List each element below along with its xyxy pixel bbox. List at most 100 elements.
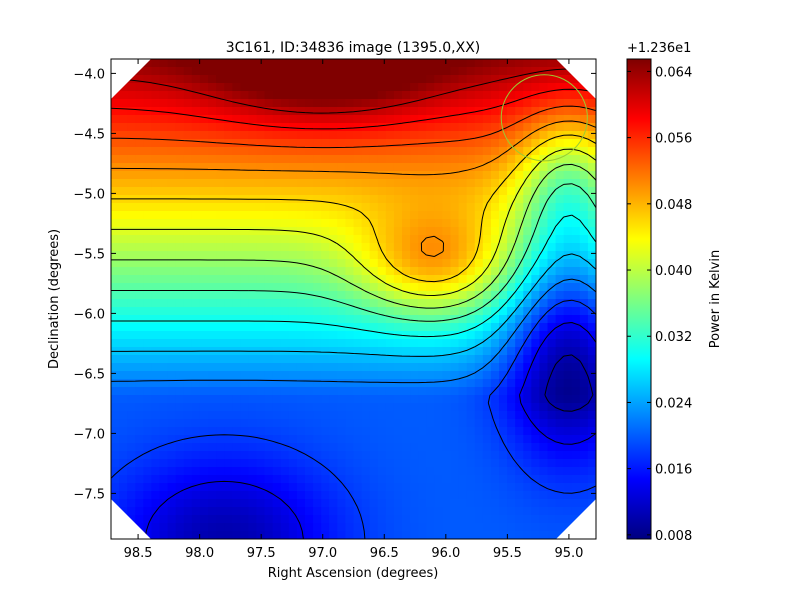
heatmap-cell [523, 523, 532, 532]
heatmap-cell [224, 203, 233, 212]
heatmap-cell [353, 155, 363, 164]
heatmap-cell [159, 179, 169, 188]
heatmap-cell [539, 515, 549, 524]
heatmap-cell [183, 131, 193, 140]
heatmap-cell [539, 179, 549, 188]
heatmap-cell [410, 323, 419, 332]
heatmap-cell [175, 443, 185, 452]
heatmap-cell [587, 179, 596, 188]
heatmap-cell [224, 123, 233, 132]
heatmap-cell [313, 483, 322, 492]
heatmap-cell [321, 123, 330, 132]
heatmap-cell [539, 331, 549, 340]
heatmap-cell [280, 131, 290, 140]
heatmap-cell [393, 67, 403, 76]
heatmap-cell [466, 523, 476, 532]
heatmap-cell [418, 267, 427, 276]
heatmap-cell [199, 179, 209, 188]
heatmap-cell [216, 99, 225, 108]
heatmap-cell [523, 163, 532, 172]
heatmap-cell [353, 427, 363, 436]
heatmap-cell [531, 419, 541, 428]
heatmap-cell [240, 115, 250, 124]
heatmap-cell [490, 531, 500, 539]
heatmap-cell [329, 419, 338, 428]
heatmap-cell [369, 147, 379, 156]
heatmap-cell [305, 67, 314, 76]
heatmap-cell [563, 227, 573, 236]
heatmap-cell [199, 459, 209, 468]
heatmap-cell [199, 467, 209, 476]
heatmap-cell [523, 435, 532, 444]
heatmap-cell [119, 427, 128, 436]
heatmap-cell [361, 83, 371, 92]
heatmap-cell [119, 491, 128, 500]
heatmap-cell [555, 411, 565, 420]
heatmap-cell [587, 147, 596, 156]
heatmap-cell [442, 75, 452, 84]
heatmap-cell [555, 211, 565, 220]
heatmap-cell [272, 387, 282, 396]
heatmap-cell [369, 499, 379, 508]
heatmap-cell [296, 403, 306, 412]
heatmap-cell [240, 355, 250, 364]
heatmap-cell [119, 147, 128, 156]
heatmap-cell [248, 235, 258, 244]
heatmap-cell [418, 59, 427, 68]
heatmap-cell [555, 275, 565, 284]
heatmap-cell [224, 211, 233, 220]
heatmap-cell [434, 395, 444, 404]
heatmap-cell [288, 299, 298, 308]
heatmap-cell [305, 251, 314, 260]
heatmap-cell [579, 123, 589, 132]
heatmap-cell [127, 99, 136, 108]
heatmap-cell [539, 355, 549, 364]
heatmap-cell [191, 427, 201, 436]
heatmap-cell [377, 107, 387, 116]
heatmap-cell [175, 299, 185, 308]
heatmap-cell [385, 355, 395, 364]
heatmap-cell [563, 187, 573, 196]
heatmap-cell [127, 299, 136, 308]
heatmap-cell [296, 227, 306, 236]
heatmap-cell [175, 451, 185, 460]
heatmap-cell [466, 195, 476, 204]
heatmap-cell [482, 139, 492, 148]
heatmap-cell [264, 131, 274, 140]
heatmap-cell [321, 459, 330, 468]
heatmap-cell [272, 523, 282, 532]
heatmap-cell [369, 491, 379, 500]
heatmap-cell [531, 331, 541, 340]
heatmap-cell [159, 523, 169, 532]
heatmap-cell [507, 107, 516, 116]
heatmap-cell [531, 179, 541, 188]
heatmap-cell [167, 499, 177, 508]
heatmap-cell [353, 75, 363, 84]
heatmap-cell [539, 371, 549, 380]
heatmap-cell [167, 523, 177, 532]
heatmap-cell [466, 355, 476, 364]
heatmap-cell [482, 179, 492, 188]
heatmap-cell [410, 163, 419, 172]
heatmap-cell [288, 531, 298, 539]
heatmap-cell [385, 251, 395, 260]
heatmap-cell [264, 379, 274, 388]
heatmap-cell [191, 275, 201, 284]
heatmap-cell [539, 491, 549, 500]
heatmap-cell [321, 499, 330, 508]
heatmap-cell [329, 187, 338, 196]
heatmap-cell [547, 443, 557, 452]
heatmap-cell [329, 243, 338, 252]
heatmap-cell [466, 115, 476, 124]
heatmap-cell [571, 155, 581, 164]
heatmap-cell [329, 59, 338, 68]
heatmap-cell [191, 123, 201, 132]
heatmap-cell [337, 403, 347, 412]
heatmap-cell [272, 171, 282, 180]
x-tick-label: 97.0 [308, 546, 337, 561]
heatmap-cell [337, 491, 347, 500]
heatmap-cell [119, 139, 128, 148]
heatmap-cell [579, 339, 589, 348]
heatmap-cell [224, 395, 233, 404]
heatmap-cell [280, 507, 290, 516]
